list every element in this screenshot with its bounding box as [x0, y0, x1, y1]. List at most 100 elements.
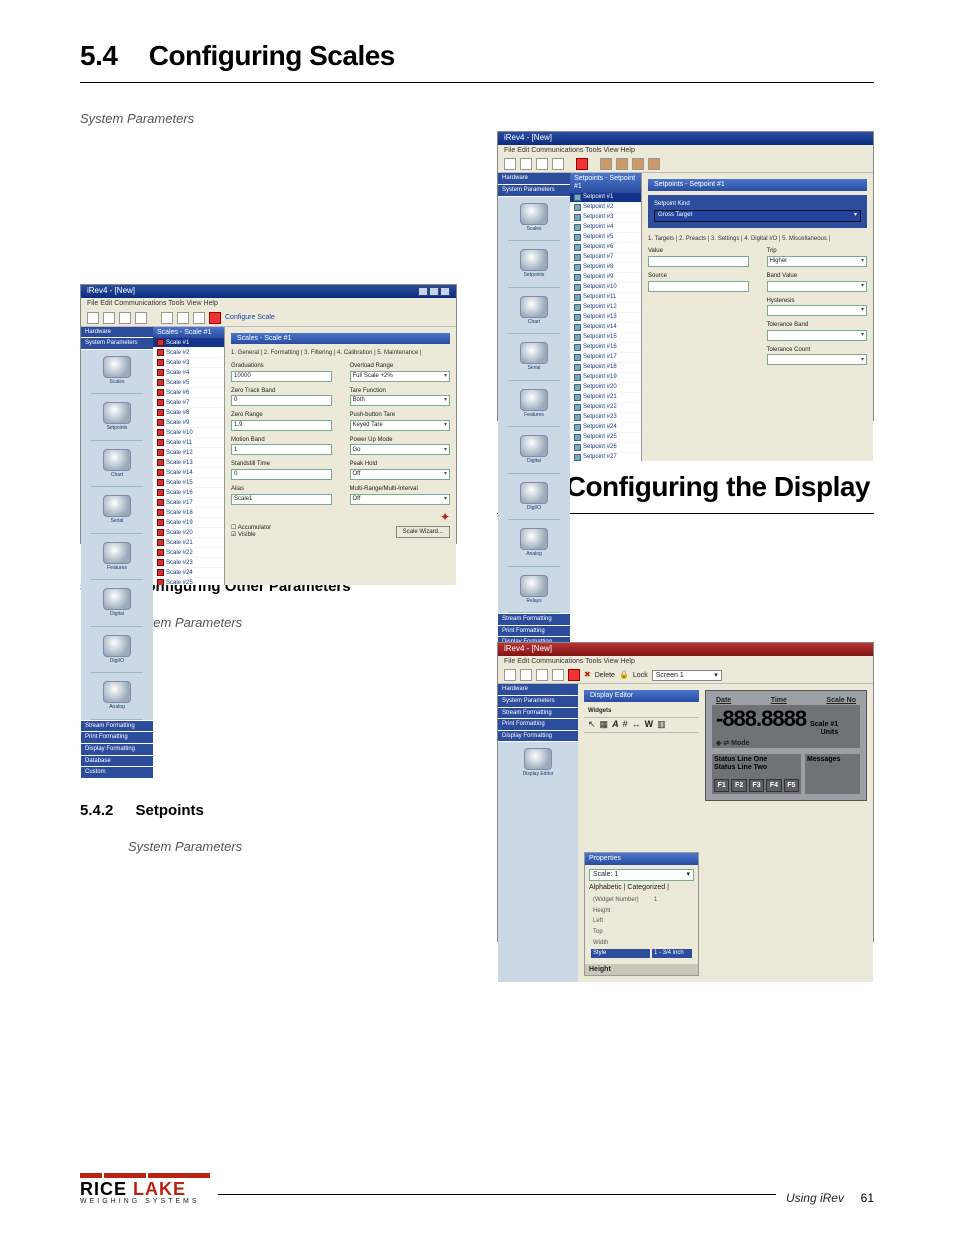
list-item[interactable]: Scale #22	[153, 548, 224, 558]
shot3-scale-field[interactable]: Scale: 1	[589, 869, 694, 881]
leftbar-item[interactable]: Stream Formatting	[498, 708, 578, 720]
leftbar-item[interactable]: Hardware	[498, 173, 570, 185]
list-item[interactable]: Scale #6	[153, 388, 224, 398]
shot1-check-visible[interactable]: ☑ Visible	[231, 532, 271, 539]
list-item[interactable]: Scale #8	[153, 408, 224, 418]
list-item[interactable]: Scale #20	[153, 528, 224, 538]
prop-row[interactable]: (Widget Number)1	[591, 896, 692, 905]
list-item[interactable]: Scale #16	[153, 488, 224, 498]
nav-item[interactable]: DigI/O	[506, 482, 562, 512]
fkey-button[interactable]: F3	[749, 779, 764, 793]
leftbar-item[interactable]: Display Formatting	[81, 743, 153, 755]
list-item[interactable]: Setpoint #8	[570, 263, 641, 273]
form-field[interactable]	[767, 330, 868, 341]
list-item[interactable]: Setpoint #14	[570, 323, 641, 333]
w-icon[interactable]: W	[645, 720, 654, 730]
list-item[interactable]: Setpoint #19	[570, 373, 641, 383]
winbtn-min[interactable]	[418, 287, 428, 296]
prop-row[interactable]: Width	[591, 939, 692, 948]
nav-display-editor[interactable]: Display Editor	[510, 748, 566, 778]
leftbar-item[interactable]: Hardware	[81, 327, 153, 339]
list-item[interactable]: Scale #15	[153, 478, 224, 488]
nav-item[interactable]: Serial	[89, 495, 145, 525]
list-item[interactable]: Scale #4	[153, 368, 224, 378]
list-item[interactable]: Setpoint #21	[570, 393, 641, 403]
stop-icon[interactable]	[209, 312, 221, 324]
disk-icon[interactable]: ▦	[600, 720, 609, 730]
list-item[interactable]: Scale #11	[153, 438, 224, 448]
list-item[interactable]: Setpoint #23	[570, 413, 641, 423]
form-field[interactable]: Higher	[767, 256, 868, 267]
list-item[interactable]: Setpoint #6	[570, 243, 641, 253]
form-field[interactable]: Off	[350, 494, 451, 505]
list-item[interactable]: Setpoint #10	[570, 283, 641, 293]
nav-item[interactable]: Chart	[89, 449, 145, 479]
prop-row[interactable]: Left	[591, 917, 692, 926]
fkey-button[interactable]: F1	[714, 779, 729, 793]
list-item[interactable]: Scale #21	[153, 538, 224, 548]
shot1-check-accum[interactable]: ☐ Accumulator	[231, 525, 271, 532]
new-icon[interactable]	[504, 158, 516, 170]
list-item[interactable]: Scale #3	[153, 358, 224, 368]
fkey-button[interactable]: F5	[784, 779, 799, 793]
leftbar-item[interactable]: System Parameters	[81, 338, 153, 350]
nav-item[interactable]: Features	[89, 542, 145, 572]
list-item[interactable]: Setpoint #22	[570, 403, 641, 413]
list-item[interactable]: Setpoint #4	[570, 223, 641, 233]
leftbar-item[interactable]: Print Formatting	[498, 719, 578, 731]
leftbar-item[interactable]: System Parameters	[498, 185, 570, 197]
leftbar-item[interactable]: Print Formatting	[498, 625, 570, 637]
open-icon[interactable]	[520, 669, 532, 681]
open-icon[interactable]	[103, 312, 115, 324]
form-field[interactable]: Full Scale +2%	[350, 371, 451, 382]
list-item[interactable]: Scale #14	[153, 468, 224, 478]
leftbar-item[interactable]: Custom	[81, 766, 153, 778]
shot3-screen-select[interactable]: Screen 1▾	[652, 670, 722, 681]
shot1-tabs[interactable]: 1. General | 2. Formatting | 3. Filterin…	[231, 348, 450, 363]
fkey-button[interactable]: F2	[731, 779, 746, 793]
form-field[interactable]: Off	[350, 469, 451, 480]
nav-item[interactable]: Setpoints	[506, 249, 562, 279]
list-item[interactable]: Setpoint #3	[570, 213, 641, 223]
list-item[interactable]: Setpoint #2	[570, 203, 641, 213]
paste-icon[interactable]	[193, 312, 205, 324]
pointer-icon[interactable]: ↖	[588, 720, 596, 730]
nav-item[interactable]: Analog	[89, 681, 145, 711]
list-item[interactable]: Scale #9	[153, 418, 224, 428]
winbtn-close[interactable]	[440, 287, 450, 296]
shot3-delete[interactable]: Delete	[595, 672, 615, 680]
leftbar-item[interactable]: Database	[81, 755, 153, 767]
leftbar-item[interactable]: Display Formatting	[498, 731, 578, 743]
shot2-kind-select[interactable]: Gross Target▾	[654, 210, 861, 222]
list-item[interactable]: Scale #10	[153, 428, 224, 438]
form-field[interactable]: Go	[350, 444, 451, 455]
prop-row[interactable]: Style1 - 3/4 inch	[591, 949, 692, 958]
list-item[interactable]: Scale #19	[153, 518, 224, 528]
leftbar-item[interactable]: Stream Formatting	[81, 720, 153, 732]
list-item[interactable]: Setpoint #5	[570, 233, 641, 243]
prop-row[interactable]: Top	[591, 928, 692, 937]
list-item[interactable]: Setpoint #1	[570, 193, 641, 203]
list-item[interactable]: Setpoint #7	[570, 253, 641, 263]
form-field[interactable]: 0	[231, 395, 332, 406]
nav-item[interactable]: Scales	[89, 356, 145, 386]
open-icon[interactable]	[520, 158, 532, 170]
nav-item[interactable]: Analog	[506, 528, 562, 558]
list-item[interactable]: Scale #12	[153, 448, 224, 458]
nav-item[interactable]: Digital	[89, 588, 145, 618]
list-item[interactable]: Setpoint #16	[570, 343, 641, 353]
nav-item[interactable]: Chart	[506, 296, 562, 326]
list-item[interactable]: Setpoint #15	[570, 333, 641, 343]
nav-item[interactable]: Digital	[506, 435, 562, 465]
copy-icon[interactable]	[177, 312, 189, 324]
form-field[interactable]: 0	[231, 469, 332, 480]
nav-item[interactable]: Relays	[506, 575, 562, 605]
form-field[interactable]: 1.9	[231, 420, 332, 431]
sp2-icon[interactable]	[616, 158, 628, 170]
save-icon[interactable]	[119, 312, 131, 324]
list-item[interactable]: Scale #18	[153, 508, 224, 518]
fkey-button[interactable]: F4	[766, 779, 781, 793]
print-icon[interactable]	[552, 669, 564, 681]
form-field[interactable]	[767, 281, 868, 292]
stop-icon[interactable]	[576, 158, 588, 170]
